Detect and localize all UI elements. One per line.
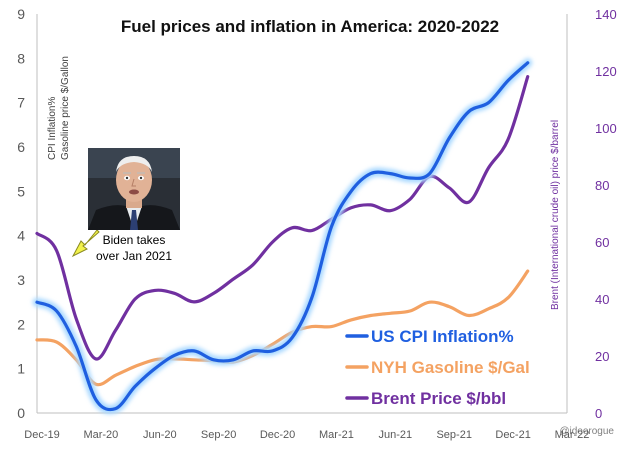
y-left-tick-label: 8 [17, 50, 25, 66]
x-tick-label: Sep-21 [436, 429, 471, 441]
series-line-us-cpi-inflation [35, 61, 530, 412]
left-axis-label-2: Gasoline price $/Gallon [60, 56, 71, 160]
x-tick-label: Mar-22 [555, 429, 590, 441]
series-line-brent-price-bbl [35, 75, 530, 361]
y-left-tick-label: 5 [17, 183, 25, 199]
annotation-caption-line2: over Jan 2021 [96, 249, 172, 263]
y-right-tick-label: 40 [595, 292, 609, 307]
x-tick-label: Dec-20 [260, 429, 295, 441]
left-axis-label-1: CPI Inflation% [47, 97, 58, 160]
x-tick-label: Jun-20 [143, 429, 177, 441]
yellow-arrow-icon [71, 229, 100, 258]
y-left-tick-label: 7 [17, 95, 25, 111]
y-left-tick-label: 1 [17, 361, 25, 377]
x-tick-label: Dec-21 [495, 429, 530, 441]
y-left-tick-label: 0 [17, 405, 25, 421]
y-left-tick-label: 6 [17, 139, 25, 155]
portrait-photo-icon [88, 148, 180, 230]
x-tick-label: Sep-20 [201, 429, 236, 441]
y-right-tick-label: 20 [595, 349, 609, 364]
watermark: @ideorogue [559, 426, 614, 437]
y-right-tick-label: 60 [595, 235, 609, 250]
right-axis-label: Brent (International crude oil) price $/… [550, 120, 561, 310]
x-tick-label: Mar-21 [319, 429, 354, 441]
legend-label-nyh-gasoline-gal: NYH Gasoline $/Gal [371, 358, 530, 377]
y-right-tick-label: 100 [595, 121, 617, 136]
y-right-tick-label: 120 [595, 64, 617, 79]
annotation-caption-line1: Biden takes [103, 233, 166, 247]
y-right-tick-label: 140 [595, 7, 617, 22]
chart-title: Fuel prices and inflation in America: 20… [121, 17, 499, 36]
legend-label-us-cpi-inflation: US CPI Inflation% [371, 327, 514, 346]
y-left-tick-label: 3 [17, 272, 25, 288]
y-left-tick-label: 2 [17, 316, 25, 332]
legend-label-brent-price-bbl: Brent Price $/bbl [371, 389, 506, 408]
x-tick-label: Jun-21 [379, 429, 413, 441]
y-left-tick-label: 4 [17, 228, 25, 244]
x-tick-label: Dec-19 [24, 429, 59, 441]
y-right-tick-label: 0 [595, 406, 602, 421]
series-line-nyh-gasoline-gal [35, 269, 530, 387]
x-tick-label: Mar-20 [83, 429, 118, 441]
y-left-tick-label: 9 [17, 6, 25, 22]
y-right-tick-label: 80 [595, 178, 609, 193]
